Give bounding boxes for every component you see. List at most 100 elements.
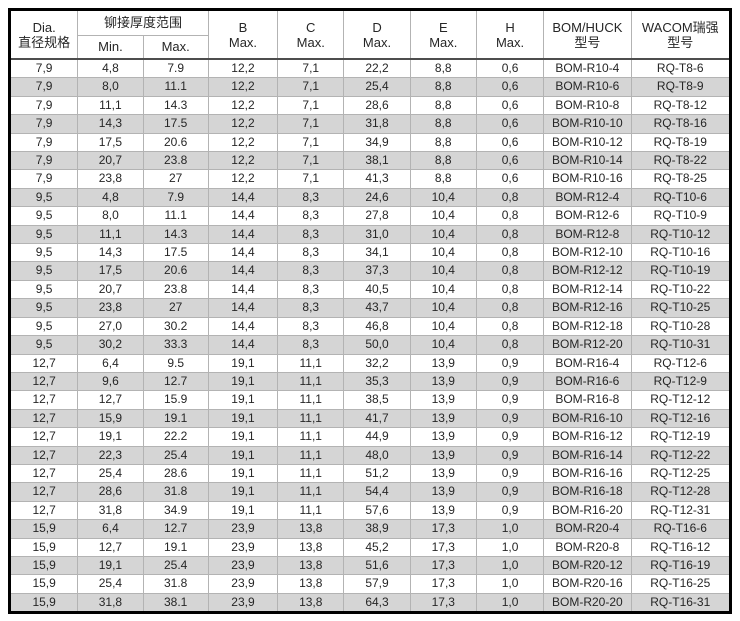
header-wacom-line1: WACOM瑞强 xyxy=(641,19,719,35)
table-cell: 23,9 xyxy=(207,555,279,576)
header-c-line1: C xyxy=(306,19,316,35)
table-cell: 11,1 xyxy=(77,95,144,116)
table-cell: 8,3 xyxy=(277,335,345,355)
table-cell: RQ-T12-28 xyxy=(630,482,732,502)
header-d-line1: D xyxy=(372,19,382,35)
table-cell: 12,7 xyxy=(77,390,144,410)
table-cell: 50,0 xyxy=(343,335,411,355)
table-cell: 0,8 xyxy=(475,316,545,337)
table-cell: 13,9 xyxy=(409,390,477,410)
table-cell: 15,9 xyxy=(8,574,79,594)
table-cell: BOM-R12-4 xyxy=(543,187,632,208)
table-cell: 0,8 xyxy=(475,279,545,300)
table-cell: 12,7 xyxy=(8,427,79,447)
table-cell: 0,8 xyxy=(475,261,545,281)
table-cell: 11,1 xyxy=(277,353,345,373)
table-cell: 0,9 xyxy=(475,500,545,521)
table-cell: 12,7 xyxy=(8,408,79,429)
table-cell: 13,9 xyxy=(409,371,477,392)
table-cell: 34.9 xyxy=(142,500,209,521)
table-cell: 31,0 xyxy=(343,224,411,245)
table-cell: 15,9 xyxy=(77,408,144,429)
header-bom-line2: 型号 xyxy=(574,34,601,50)
table-cell: BOM-R20-16 xyxy=(543,574,632,594)
table-cell: BOM-R16-8 xyxy=(543,390,632,410)
table-cell: 8,8 xyxy=(409,77,477,97)
table-cell: 8,3 xyxy=(277,316,345,337)
table-cell: 1,0 xyxy=(475,537,545,557)
table-cell: 23,9 xyxy=(207,592,279,614)
table-cell: 9,6 xyxy=(77,371,144,392)
table-row: 12,7 15,9 19.1 19,1 11,1 41,7 13,9 0,9 BOM-R16-1… xyxy=(8,408,732,429)
table-cell: 32,2 xyxy=(343,353,411,373)
table-cell: 9.5 xyxy=(142,353,209,373)
table-cell: 8,0 xyxy=(77,206,144,226)
table-cell: 17,3 xyxy=(409,555,477,576)
table-cell: 33.3 xyxy=(142,335,209,355)
table-row: 12,7 25,4 28.6 19,1 11,1 51,2 13,9 0,9 BOM-R16-1… xyxy=(8,463,732,484)
table-cell: 13,8 xyxy=(277,519,345,539)
table-cell: 15.9 xyxy=(142,390,209,410)
header-e-line1: E xyxy=(438,19,448,35)
table-cell: 7,1 xyxy=(277,77,345,97)
table-cell: 25,4 xyxy=(77,463,144,484)
table-cell: 12,2 xyxy=(207,77,279,97)
table-cell: 14,4 xyxy=(207,206,279,226)
table-cell: RQ-T16-25 xyxy=(630,574,732,594)
table-cell: 7.9 xyxy=(142,58,209,79)
table-cell: 7,1 xyxy=(277,169,345,189)
table-cell: 9,5 xyxy=(8,206,79,226)
table-cell: 17.5 xyxy=(142,243,209,263)
table-cell: 0,6 xyxy=(475,95,545,116)
table-cell: 14,4 xyxy=(207,187,279,208)
table-cell: 27 xyxy=(142,169,209,189)
table-cell: RQ-T16-12 xyxy=(630,537,732,557)
table-row: 9,5 11,1 14.3 14,4 8,3 31,0 10,4 0,8 BOM-R12-8 RQ… xyxy=(8,224,732,245)
table-cell: 7,9 xyxy=(8,132,79,153)
table-cell: 1,0 xyxy=(475,574,545,594)
table-cell: 0,8 xyxy=(475,187,545,208)
table-cell: 13,9 xyxy=(409,500,477,521)
table-cell: 8,3 xyxy=(277,224,345,245)
table-cell: 24,6 xyxy=(343,187,411,208)
table-cell: 14,4 xyxy=(207,261,279,281)
table-cell: RQ-T16-31 xyxy=(630,592,732,614)
table-cell: 23,9 xyxy=(207,574,279,594)
table-cell: 57,6 xyxy=(343,500,411,521)
header-e-line2: Max. xyxy=(429,34,458,50)
table-cell: BOM-R12-6 xyxy=(543,206,632,226)
header-bom-huck-model: BOM/HUCK 型号 xyxy=(543,9,632,60)
table-cell: 22,3 xyxy=(77,445,144,465)
table-cell: 35,3 xyxy=(343,371,411,392)
table-cell: 30,2 xyxy=(77,335,144,355)
table-row: 9,5 4,8 7.9 14,4 8,3 24,6 10,4 0,8 BOM-R12-4 RQ-T… xyxy=(8,187,732,208)
table-cell: 11.1 xyxy=(142,77,209,97)
table-row: 7,9 11,1 14.3 12,2 7,1 28,6 8,8 0,6 BOM-R10-8 RQ-… xyxy=(8,95,732,116)
table-cell: 19,1 xyxy=(207,500,279,521)
table-cell: RQ-T16-19 xyxy=(630,555,732,576)
table-cell: 25,4 xyxy=(343,77,411,97)
table-cell: BOM-R16-20 xyxy=(543,500,632,521)
table-row: 9,5 17,5 20.6 14,4 8,3 37,3 10,4 0,8 BOM-R12-12 R… xyxy=(8,261,732,281)
header-h-max: H Max. xyxy=(475,9,545,60)
table-cell: 8,0 xyxy=(77,77,144,97)
table-cell: 8,3 xyxy=(277,279,345,300)
table-cell: 38,5 xyxy=(343,390,411,410)
table-cell: 25.4 xyxy=(142,445,209,465)
table-cell: RQ-T10-31 xyxy=(630,335,732,355)
table-cell: 9,5 xyxy=(8,243,79,263)
table-cell: 8,3 xyxy=(277,261,345,281)
table-cell: 28,6 xyxy=(77,482,144,502)
table-cell: 40,5 xyxy=(343,279,411,300)
table-cell: RQ-T12-16 xyxy=(630,408,732,429)
table-cell: 17,5 xyxy=(77,261,144,281)
table-cell: 17,5 xyxy=(77,132,144,153)
table-cell: 19,1 xyxy=(207,482,279,502)
table-cell: 20,7 xyxy=(77,279,144,300)
table-cell: 0,9 xyxy=(475,463,545,484)
table-row: 7,9 4,8 7.9 12,2 7,1 22,2 8,8 0,6 BOM-R10-4 RQ-T8… xyxy=(8,58,732,79)
table-cell: 14.3 xyxy=(142,224,209,245)
table-row: 15,9 12,7 19.1 23,9 13,8 45,2 17,3 1,0 BOM-R20-8… xyxy=(8,537,732,557)
table-cell: 19.1 xyxy=(142,408,209,429)
table-cell: 0,6 xyxy=(475,169,545,189)
